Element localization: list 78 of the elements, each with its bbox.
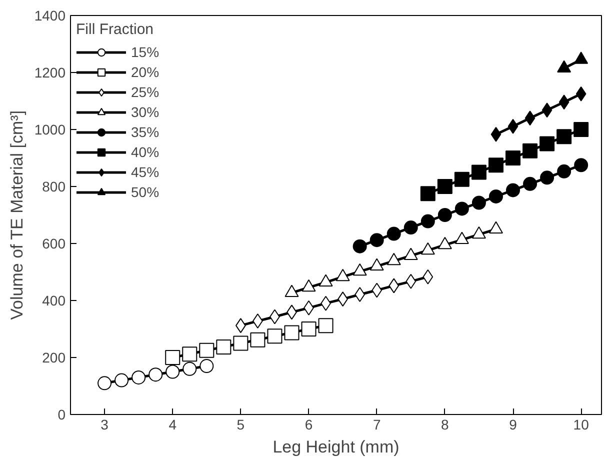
point [200, 359, 214, 374]
point [420, 186, 436, 202]
point [506, 150, 520, 166]
legend-label: 40% [131, 143, 160, 161]
point [250, 332, 266, 348]
y-tick-label: 0 [58, 406, 66, 422]
y-tick-label: 400 [42, 292, 66, 308]
point [132, 370, 146, 384]
legend-label: 35% [131, 123, 160, 141]
point [233, 336, 248, 351]
x-tick-label: 9 [509, 416, 518, 432]
point [148, 368, 163, 382]
point [318, 318, 334, 334]
point [372, 282, 382, 298]
point [406, 274, 416, 289]
point [506, 183, 520, 198]
point [386, 226, 401, 241]
x-tick-label: 5 [236, 416, 245, 432]
y-tick-label: 800 [42, 178, 66, 194]
point [490, 126, 502, 142]
legend-label: 45% [131, 163, 160, 181]
point [301, 322, 316, 336]
point [114, 373, 129, 388]
x-tick-label: 8 [441, 416, 450, 432]
point [404, 220, 418, 235]
x-tick-label: 4 [168, 416, 177, 432]
point [540, 170, 554, 185]
point [454, 202, 469, 216]
y-tick-label: 200 [42, 350, 66, 366]
x-axis-title: Leg Height (mm) [272, 438, 400, 456]
point [524, 110, 536, 126]
point [557, 164, 572, 178]
x-tick-label: 7 [372, 416, 381, 432]
y-tick-label: 1400 [34, 8, 66, 24]
y-tick-label: 1200 [34, 64, 66, 80]
point [574, 158, 588, 172]
point [267, 328, 282, 344]
point [437, 179, 452, 194]
x-tick-label: 6 [304, 416, 313, 432]
point [216, 339, 232, 354]
point [165, 350, 180, 365]
y-tick-label: 600 [42, 236, 66, 252]
y-tick-label: 1000 [34, 122, 66, 138]
x-tick-label: 3 [100, 416, 109, 432]
point [556, 129, 572, 144]
point [98, 376, 112, 390]
legend-label: 25% [131, 83, 160, 101]
point [422, 269, 434, 284]
point [471, 164, 486, 180]
legend-title: Fill Fraction [76, 21, 155, 38]
point [523, 176, 538, 191]
legend-label: 15% [131, 43, 160, 61]
point [488, 158, 504, 173]
point [574, 122, 589, 137]
point [472, 196, 486, 210]
point [438, 208, 452, 222]
legend-label: 30% [131, 103, 160, 121]
point [388, 278, 400, 294]
point [199, 342, 214, 358]
point [558, 94, 570, 110]
point [182, 346, 198, 362]
point [454, 172, 470, 187]
point [166, 364, 180, 379]
point [420, 214, 435, 228]
point [370, 233, 384, 248]
point [522, 143, 538, 158]
y-axis-title: Volume of TE Material [cm³] [7, 110, 26, 320]
point [284, 325, 300, 340]
point [508, 118, 518, 134]
point [182, 362, 197, 376]
point [542, 102, 552, 118]
x-tick-label: 10 [573, 416, 590, 432]
point [576, 86, 586, 102]
point [488, 189, 503, 204]
point [352, 239, 367, 254]
legend-label: 20% [131, 63, 160, 81]
legend-label: 50% [131, 183, 160, 201]
point [540, 136, 555, 152]
